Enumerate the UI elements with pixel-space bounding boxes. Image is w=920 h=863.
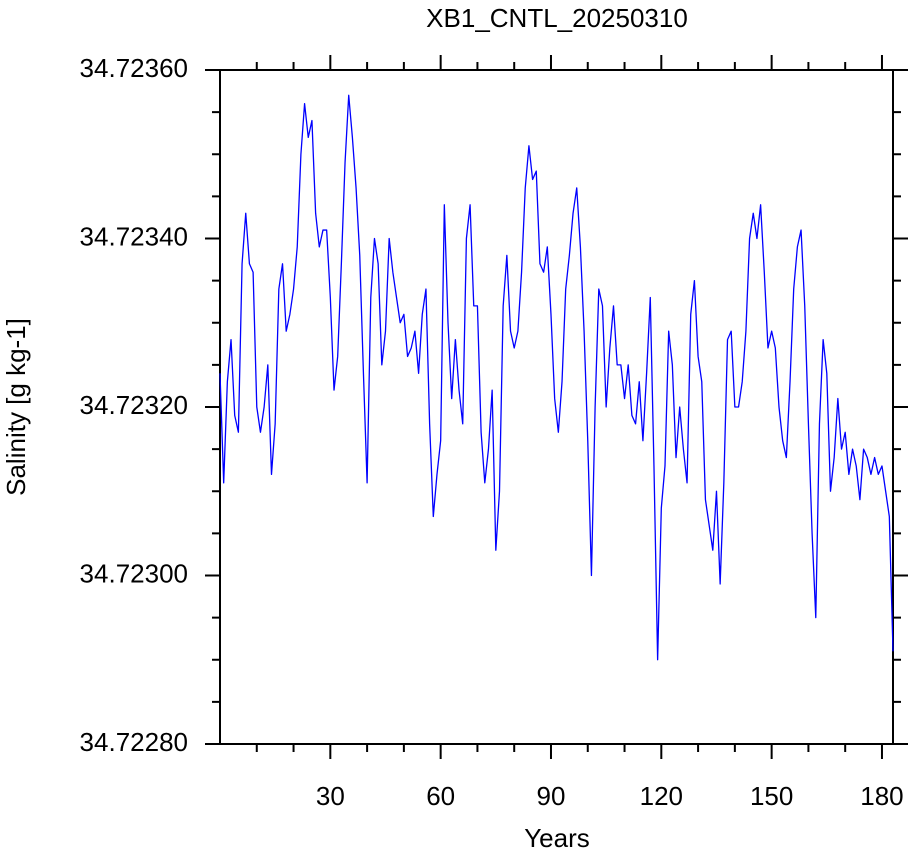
y-axis-label: Salinity [g kg-1] [1,318,31,496]
y-tick-label: 34.72360 [80,53,188,83]
x-tick-label: 120 [640,781,683,811]
x-tick-label: 150 [750,781,793,811]
y-tick-label: 34.72280 [80,727,188,757]
y-tick-label: 34.72340 [80,221,188,251]
x-tick-label: 60 [426,781,455,811]
chart-title: XB1_CNTL_20250310 [426,3,688,33]
x-axis-label: Years [524,823,590,853]
x-tick-label: 30 [316,781,345,811]
plot-frame [219,69,894,745]
x-tick-label: 90 [537,781,566,811]
x-tick-label: 180 [860,781,903,811]
y-tick-label: 34.72300 [80,558,188,588]
y-tick-label: 34.72320 [80,390,188,420]
data-line [219,94,894,661]
